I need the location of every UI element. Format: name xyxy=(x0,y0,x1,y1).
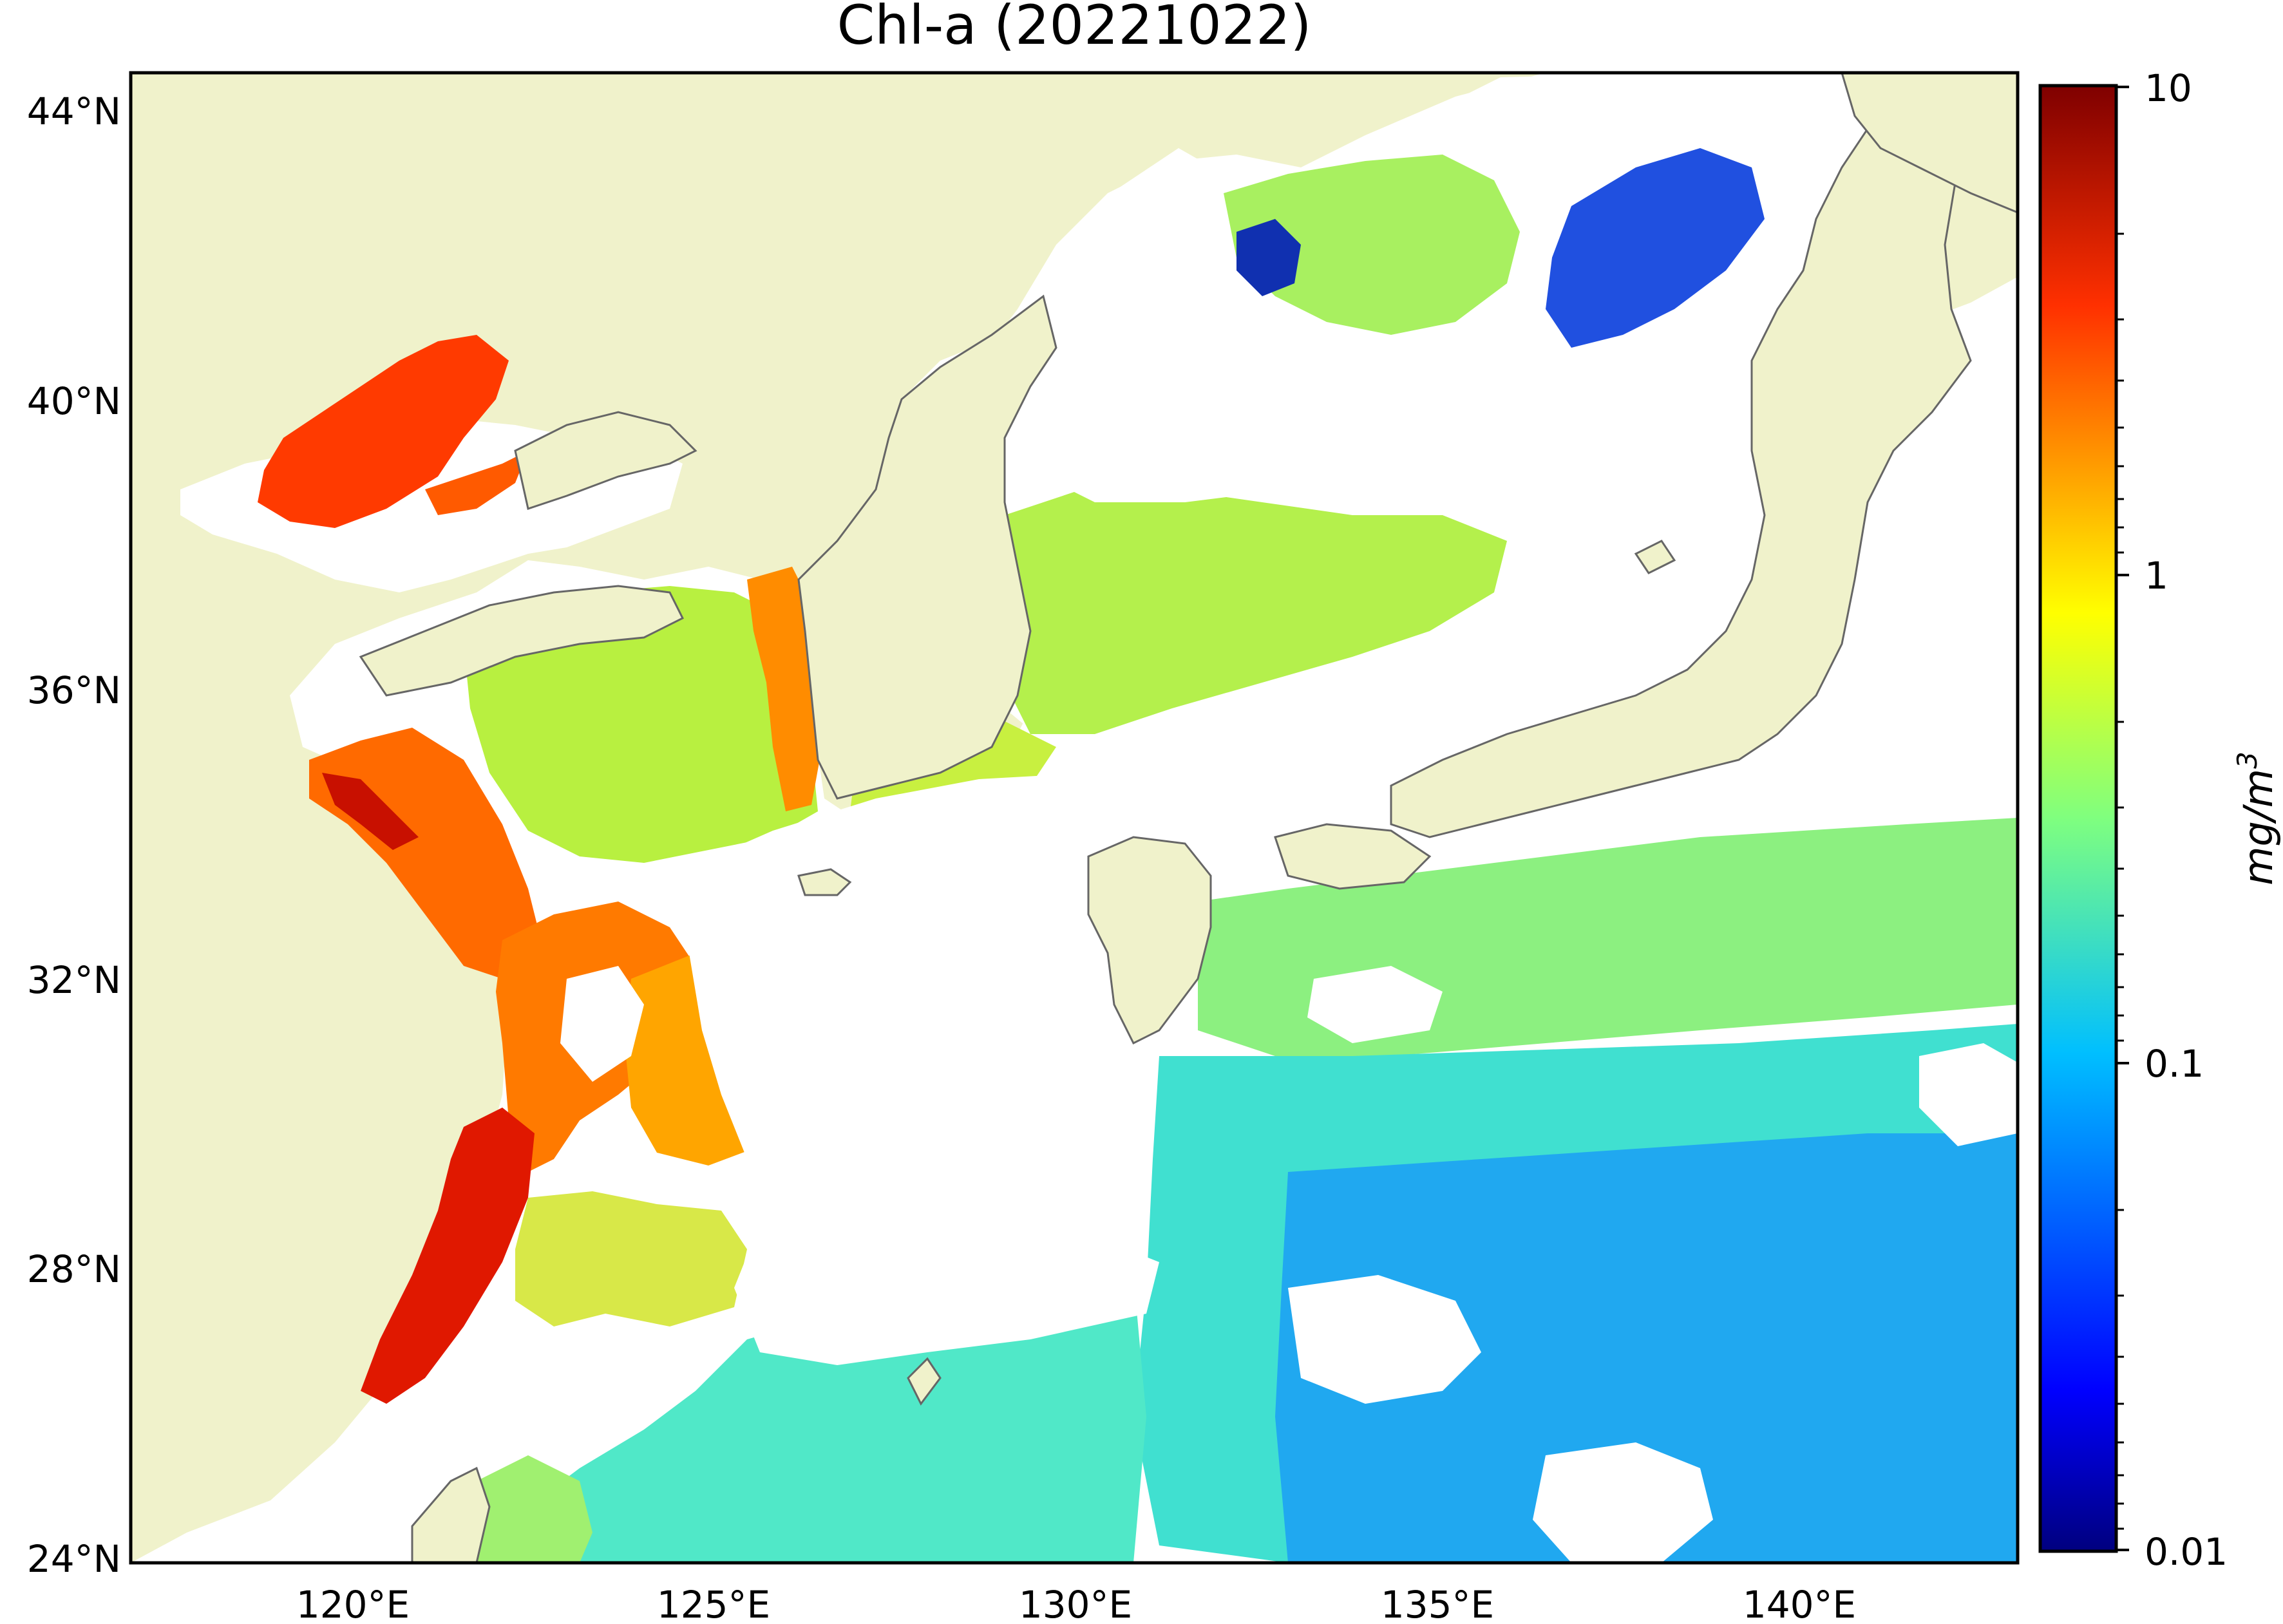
chl-patch-pacific-blue xyxy=(1275,1133,2018,1563)
chl-patch-liaodong xyxy=(425,451,528,515)
chl-patch-japan-sea-blue xyxy=(1546,148,1765,348)
cloud-band-west xyxy=(670,773,1159,1365)
lat-tick-label: 40°N xyxy=(27,379,121,423)
lat-tick-label: 36°N xyxy=(27,668,121,712)
lon-tick-label: 125°E xyxy=(657,1583,770,1624)
land-jeju xyxy=(797,868,852,896)
colorbar-unit-exponent: 3 xyxy=(2231,751,2263,769)
chl-patch-east-korea-bay xyxy=(1224,155,1520,335)
land-japan-shikoku xyxy=(1274,823,1432,890)
colorbar-unit-label: mg/m3 xyxy=(2231,751,2282,885)
colorbar-unit-base: mg/m xyxy=(2235,769,2282,885)
lon-tick-label: 140°E xyxy=(1743,1583,1856,1624)
cloud-patch-pacific-2 xyxy=(1533,1442,1713,1563)
lon-tick-label: 120°E xyxy=(296,1583,410,1624)
colorbar-gradient xyxy=(2040,86,2116,1551)
map-frame xyxy=(129,71,2020,1565)
chl-patch-ecs-south xyxy=(515,1191,747,1327)
cloud-patch-pacific-1 xyxy=(1288,1275,1481,1404)
lat-tick-label: 28°N xyxy=(27,1247,121,1291)
lat-tick-label: 44°N xyxy=(27,90,121,133)
cloud-patch-ecs-mid xyxy=(560,966,644,1082)
lon-tick-label: 135°E xyxy=(1381,1583,1494,1624)
chl-patch-japan-sea-dark xyxy=(1236,219,1301,296)
land-liaodong-peninsula xyxy=(514,411,697,510)
chl-patch-zhejiang-coast xyxy=(361,1108,535,1404)
chl-patch-yellow-sea xyxy=(464,586,818,863)
map-title: Chl-a (20221022) xyxy=(837,0,1312,57)
cloud-patch-pacific-4 xyxy=(1307,966,1443,1043)
colorbar-major-ticks xyxy=(2116,86,2129,1551)
land-shandong-peninsula xyxy=(359,585,685,697)
lat-tick-label: 24°N xyxy=(27,1537,121,1581)
land-japan-kyushu xyxy=(1087,836,1212,1045)
chl-patch-jiangsu-red xyxy=(322,773,419,850)
chl-patch-taiwan-strait xyxy=(464,1455,592,1563)
chl-patch-japan-sea-south xyxy=(1005,489,1507,734)
cloud-patch-pacific-3 xyxy=(1919,1043,2018,1146)
land-taiwan xyxy=(411,1466,491,1563)
land-korea xyxy=(797,294,1057,800)
lat-tick-label: 32°N xyxy=(27,958,121,1002)
latitude-axis: 44°N 40°N 36°N 32°N 28°N 24°N xyxy=(27,90,121,1581)
chl-patch-bohai-bay xyxy=(258,335,509,528)
cloud-band-sea-of-japan xyxy=(1043,335,1649,502)
land-sado xyxy=(1634,540,1676,574)
land-japan-hokkaido xyxy=(1841,73,2018,214)
land-okinawa xyxy=(907,1357,942,1406)
colorbar-tick-label: 1 xyxy=(2145,554,2168,598)
colorbar-tick-label: 0.1 xyxy=(2145,1042,2204,1086)
colorbar-tick-label: 0.01 xyxy=(2145,1530,2228,1574)
colorbar-tick-label: 10 xyxy=(2145,66,2192,110)
colorbar: 10 1 0.1 0.01 mg/m3 xyxy=(2038,66,2282,1574)
colorbar-frame xyxy=(2038,84,2118,1553)
longitude-axis: 120°E 125°E 130°E 135°E 140°E xyxy=(296,1583,1856,1624)
chl-patch-okinawa-trough xyxy=(502,1275,1146,1563)
lon-tick-label: 130°E xyxy=(1019,1583,1132,1624)
map-panel xyxy=(131,73,2018,1563)
colorbar-minor-ticks xyxy=(2116,232,2124,1530)
